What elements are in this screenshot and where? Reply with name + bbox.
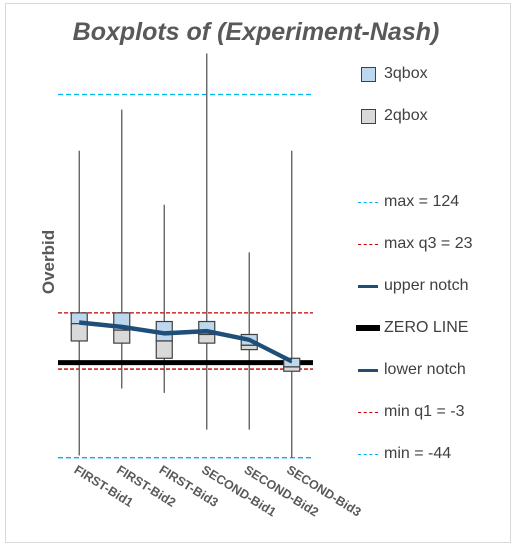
legend-item: 2qbox [355, 104, 428, 128]
legend-label: ZERO LINE [384, 319, 469, 336]
legend-symbol [355, 275, 381, 297]
chart-frame: Boxplots of (Experiment-Nash) Overbid [5, 3, 511, 543]
notch-lines [79, 320, 293, 364]
whiskers [58, 53, 313, 458]
legend-symbol [355, 443, 381, 465]
upper-notch-line [79, 320, 293, 362]
legend-symbol [355, 401, 381, 423]
box-lower-3 [155, 340, 173, 359]
legend-symbol [355, 317, 381, 339]
box-lower-4 [198, 333, 216, 344]
legend-label: min = -44 [384, 445, 452, 462]
legend-item: max = 124 [355, 190, 459, 214]
legend-symbol [355, 233, 381, 255]
legend-label: min q1 = -3 [384, 403, 465, 420]
legend-item: 3qbox [355, 62, 428, 86]
legend-label: max = 124 [384, 193, 460, 210]
legend-item: min q1 = -3 [355, 400, 464, 424]
box-lower-1 [70, 323, 88, 342]
legend-item: upper notch [355, 274, 469, 298]
chart-title: Boxplots of (Experiment-Nash) [72, 18, 440, 46]
legend-label: 3qbox [384, 65, 428, 82]
legend-symbol [355, 63, 381, 85]
lower-notch-line [79, 322, 293, 364]
legend-item: max q3 = 23 [355, 232, 473, 256]
box-lower-2 [113, 329, 131, 344]
box-lower-6 [283, 366, 301, 372]
legend-label: max q3 = 23 [384, 235, 473, 252]
legend-label: upper notch [384, 277, 469, 294]
box-lower-5 [240, 344, 258, 351]
legend-symbol [355, 191, 381, 213]
legend-item: ZERO LINE [355, 316, 468, 340]
legend-item: min = -44 [355, 442, 451, 466]
legend-label: lower notch [384, 361, 466, 378]
legend-symbol [355, 359, 381, 381]
legend-label: 2qbox [384, 107, 428, 124]
reference-lines [58, 93, 313, 459]
legend-symbol [355, 105, 381, 127]
legend-item: lower notch [355, 358, 466, 382]
x-tick-labels: FIRST-Bid1FIRST-Bid2FIRST-Bid3SECOND-Bid… [72, 463, 364, 520]
